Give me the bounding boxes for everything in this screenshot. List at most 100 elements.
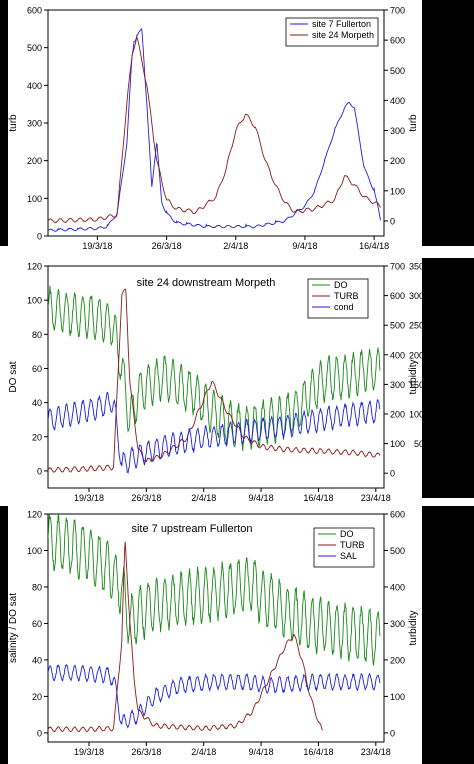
y2-tick-label: 500	[390, 546, 405, 556]
y2-axis-label: turbidity	[408, 359, 419, 394]
x-tick-label: 2/4/18	[191, 747, 216, 757]
x-tick-label: 9/4/18	[292, 241, 317, 251]
y2-tick-label: 100	[390, 186, 405, 196]
x-tick-label: 16/4/18	[303, 493, 333, 503]
chart-panel-3: 0 20 40 60 80 100 120 0 100 200 300 400 500 600 19/3/1…	[8, 510, 419, 758]
right-bar-top	[422, 0, 474, 246]
y-tick-label: 0	[37, 728, 42, 738]
series-line-turb	[48, 541, 323, 733]
y2-tick-label: 700	[390, 262, 405, 272]
right-bar-bottom	[422, 506, 474, 764]
y-tick-label: 20	[32, 432, 42, 442]
y-tick-label: 0	[37, 232, 42, 242]
y-tick-label: 120	[27, 262, 42, 272]
series-line-do	[48, 285, 381, 451]
y2-tick-label: 400	[390, 96, 405, 106]
x-tick-label: 9/4/18	[249, 747, 274, 757]
y2-tick-label: 200	[390, 410, 405, 420]
y2-tick-label: 300	[390, 126, 405, 136]
panel-title: site 7 upstream Fullerton	[131, 523, 252, 535]
y2-tick-label: 200	[390, 655, 405, 665]
y-tick-label: 60	[32, 619, 42, 629]
y-axis-label: turb	[8, 114, 19, 132]
y2-tick-label: 600	[390, 291, 405, 301]
legend-label: cond	[334, 302, 354, 312]
y-tick-label: 500	[27, 43, 42, 53]
x-tick-label: 16/4/18	[359, 241, 389, 251]
y2-tick-label: 300	[390, 619, 405, 629]
x-tick-label: 19/3/18	[74, 747, 104, 757]
series-line-cond	[48, 391, 381, 474]
plot-frame	[47, 513, 385, 743]
y-tick-label: 60	[32, 364, 42, 374]
chart-panel-2: 0 20 40 60 80 100 120 0 100 200 300 400 500 600 700 0 50…	[8, 262, 465, 504]
series-line-do	[48, 514, 381, 666]
y-tick-label: 20	[32, 692, 42, 702]
y3-tick-label: 0	[424, 469, 429, 479]
legend-label: TURB	[340, 540, 365, 550]
x-tick-label: 26/3/18	[131, 493, 161, 503]
y-tick-label: 120	[27, 510, 42, 520]
legend-label: DO	[334, 280, 348, 290]
left-stripe-bottom	[0, 506, 8, 764]
legend-label: site 24 Morpeth	[312, 30, 374, 40]
x-tick-label: 23/4/18	[361, 493, 391, 503]
y-tick-label: 80	[32, 330, 42, 340]
legend-label: SAL	[340, 551, 357, 561]
x-tick-label: 23/4/18	[361, 747, 391, 757]
legend-box	[285, 17, 379, 47]
y-tick-label: 40	[32, 398, 42, 408]
y-tick-label: 40	[32, 655, 42, 665]
y-tick-label: 100	[27, 546, 42, 556]
y-tick-label: 100	[27, 194, 42, 204]
legend-label: TURB	[334, 291, 359, 301]
y2-tick-label: 600	[390, 36, 405, 46]
y2-tick-label: 100	[390, 439, 405, 449]
series-line-turb	[48, 288, 381, 473]
x-tick-label: 9/4/18	[249, 493, 274, 503]
y3-tick-label: 2000	[409, 350, 429, 360]
y3-tick-label: 3000	[409, 291, 429, 301]
x-tick-label: 16/4/18	[303, 747, 333, 757]
right-bar-middle	[422, 258, 474, 498]
series-line-sal	[48, 663, 381, 729]
legend-label: site 7 Fullerton	[312, 19, 371, 29]
x-tick-label: 26/3/18	[131, 747, 161, 757]
y2-tick-label: 400	[390, 350, 405, 360]
y-tick-label: 600	[27, 6, 42, 16]
y3-tick-label: 500	[414, 439, 429, 449]
y2-tick-label: 100	[390, 692, 405, 702]
y2-tick-label: 600	[390, 510, 405, 520]
y-tick-label: 80	[32, 582, 42, 592]
y-tick-label: 200	[27, 156, 42, 166]
y2-tick-label: 500	[390, 321, 405, 331]
y3-tick-label: 1500	[409, 380, 429, 390]
y3-tick-label: 2500	[409, 321, 429, 331]
y3-tick-label: 3500	[409, 262, 429, 272]
y-tick-label: 0	[37, 466, 42, 476]
series-line-site-7-fullerton	[48, 28, 382, 232]
y-tick-label: 400	[27, 81, 42, 91]
x-tick-label: 2/4/18	[191, 493, 216, 503]
y2-tick-label: 0	[390, 469, 395, 479]
y-axis-label: DO sat	[8, 361, 19, 392]
series-line-site-24-morpeth	[48, 36, 381, 224]
y2-tick-label: 200	[390, 156, 405, 166]
y-axis-label: salinity / DO sat	[8, 593, 19, 663]
left-stripe-top	[0, 0, 8, 246]
y2-axis-label: turbidity	[408, 610, 419, 645]
y2-axis-label: turb	[408, 114, 419, 132]
x-tick-label: 19/3/18	[82, 241, 112, 251]
y3-tick-label: 1000	[409, 410, 429, 420]
y2-tick-label: 0	[390, 216, 395, 226]
y-tick-label: 100	[27, 296, 42, 306]
plot-frame	[47, 265, 385, 489]
panel-title: site 24 downstream Morpeth	[137, 277, 276, 289]
x-tick-label: 19/3/18	[74, 493, 104, 503]
y2-tick-label: 300	[390, 380, 405, 390]
y2-tick-label: 0	[390, 728, 395, 738]
y-tick-label: 300	[27, 119, 42, 129]
x-tick-label: 2/4/18	[223, 241, 248, 251]
